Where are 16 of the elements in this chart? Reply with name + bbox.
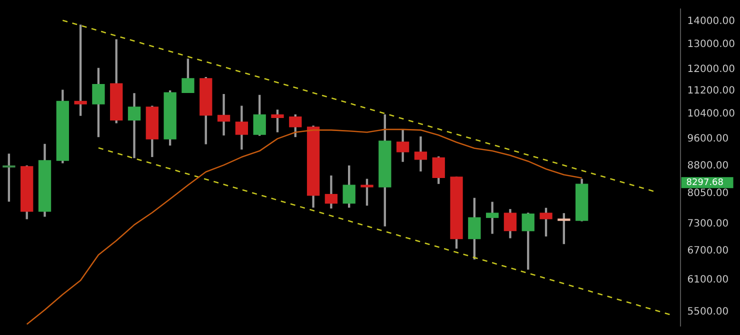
y-tick-label: 7300.00 [687, 218, 729, 230]
y-tick-label: 6100.00 [687, 274, 729, 286]
y-tick-label: 13000.00 [687, 38, 736, 50]
text: 8297.68 [686, 178, 724, 188]
candlestick [217, 94, 230, 136]
y-tick-label: 5500.00 [687, 306, 729, 318]
y-tick-label: 11200.00 [687, 85, 736, 96]
y-tick-label: 12000.00 [687, 64, 736, 75]
y-tick-label: 8800.00 [687, 160, 729, 172]
candlestick [486, 202, 499, 234]
candlestick [128, 93, 141, 158]
y-tick-label: 10400.00 [687, 108, 736, 120]
y-tick-label: 8050.00 [687, 188, 729, 200]
y-tick-label: 6700.00 [687, 245, 729, 256]
y-tick-label: 14000.00 [687, 16, 736, 27]
y-tick-label: 9600.00 [687, 133, 729, 144]
